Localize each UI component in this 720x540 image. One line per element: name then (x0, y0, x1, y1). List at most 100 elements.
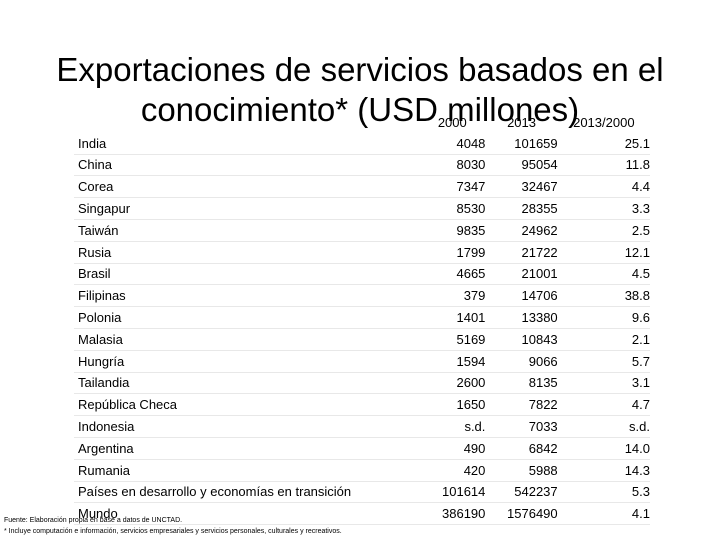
table-cell-2000: 2600 (419, 372, 486, 395)
table-cell-country: Taiwán (74, 219, 420, 242)
table-cell-2013: 7033 (485, 415, 558, 438)
table-cell-country: Mundo (74, 502, 420, 526)
table-cell-2000: 5169 (419, 328, 486, 351)
table-row: Argentina 490 6842 14.0 (74, 437, 650, 460)
table-cell-2000: 9835 (419, 219, 486, 242)
table-cell-ratio: 38.8 (557, 284, 650, 308)
table-cell-country: Polonia (74, 306, 420, 329)
table-row: Malasia 5169 10843 2.1 (74, 328, 650, 351)
table-row: Brasil 4665 21001 4.5 (74, 263, 650, 286)
table-cell-ratio: 3.3 (557, 197, 650, 220)
table-cell-2000: 8530 (419, 197, 486, 220)
table-cell-2000: 379 (419, 284, 486, 308)
table-cell-2013: 7822 (485, 393, 558, 417)
table-cell-country: Argentina (74, 437, 420, 460)
column-header-2013: 2013 (507, 114, 536, 130)
table-cell-2000: s.d. (419, 415, 486, 438)
table-cell-2000: 4665 (419, 263, 486, 286)
table-cell-2013: 9066 (485, 350, 558, 373)
table-cell-ratio: 4.4 (557, 175, 650, 199)
table-cell-2000: 7347 (419, 175, 486, 199)
table-row: India 4048 101659 25.1 (74, 132, 650, 155)
table-cell-country: Corea (74, 175, 420, 199)
source-note: Fuente: Elaboración propia en base a dat… (4, 517, 183, 524)
table-row: Singapur 8530 28355 3.3 (74, 197, 650, 220)
table-cell-2000: 1401 (419, 306, 486, 329)
table-row: Mundo 386190 1576490 4.1 (74, 502, 650, 526)
notes: Fuente: Elaboración propia en base a dat… (4, 515, 342, 537)
table-row: Rusia 1799 21722 12.1 (74, 241, 650, 264)
table-cell-ratio: 3.1 (557, 372, 650, 395)
table-cell-2000: 8030 (419, 154, 486, 177)
table-cell-ratio: 2.5 (557, 219, 650, 242)
table-cell-country: Países en desarrollo y economías en tran… (74, 481, 420, 504)
table-cell-2013: 542237 (485, 481, 558, 504)
table-cell-ratio: 25.1 (557, 132, 650, 155)
exports-table: 2000 2013 2013/2000 India 4048 101659 25.1 C… (74, 112, 650, 526)
table-cell-2000: 386190 (419, 502, 486, 526)
table-row: República Checa 1650 7822 4.7 (74, 393, 650, 417)
table-cell-ratio: 4.1 (557, 502, 650, 526)
table-cell-ratio: 9.6 (557, 306, 650, 329)
table-cell-country: Indonesia (74, 415, 420, 438)
table-cell-country: Rumania (74, 459, 420, 482)
column-header-country (74, 112, 419, 133)
table-cell-2000: 4048 (419, 132, 486, 155)
table-row: China 8030 95054 11.8 (74, 154, 650, 177)
table-cell-2013: 32467 (485, 175, 558, 199)
table-cell-2000: 1650 (419, 393, 486, 417)
table-cell-2000: 101614 (419, 481, 486, 504)
table-cell-ratio: 5.3 (557, 481, 650, 504)
table-row: Indonesia s.d. 7033 s.d. (74, 415, 650, 438)
table-cell-2013: 8135 (485, 372, 558, 395)
table-header-row: 2000 2013 2013/2000 (74, 112, 650, 133)
table-cell-ratio: 11.8 (557, 154, 650, 177)
table-cell-2013: 21722 (485, 241, 558, 264)
table-row: Países en desarrollo y economías en tran… (74, 481, 650, 504)
table-cell-2013: 101659 (485, 132, 558, 155)
page-title: Exportaciones de servicios basados en el… (56, 51, 664, 129)
table-row: Hungría 1594 9066 5.7 (74, 350, 650, 373)
footnote: * Incluye computación e información, ser… (4, 528, 342, 535)
table-cell-country: Singapur (74, 197, 420, 220)
table-cell-country: Tailandia (74, 372, 420, 395)
table-cell-country: Brasil (74, 263, 420, 286)
table-cell-2013: 14706 (485, 284, 558, 308)
table-body: India 4048 101659 25.1 China 8030 95054 11.8 Cor… (74, 132, 650, 526)
column-header-ratio: 2013/2000 (573, 114, 635, 130)
table-cell-2013: 5988 (485, 459, 558, 482)
table-cell-2013: 6842 (485, 437, 558, 460)
table-cell-2000: 1799 (419, 241, 486, 264)
table-cell-country: Filipinas (74, 284, 420, 308)
table-cell-2000: 420 (419, 459, 486, 482)
table-cell-ratio: 2.1 (557, 328, 650, 351)
table-cell-country: China (74, 154, 420, 177)
table-cell-ratio: s.d. (557, 415, 650, 438)
table-cell-country: Malasia (74, 328, 420, 351)
table-row: Taiwán 9835 24962 2.5 (74, 219, 650, 242)
column-header-2000: 2000 (437, 114, 467, 130)
table-cell-2013: 95054 (485, 154, 558, 177)
table-cell-2013: 13380 (485, 306, 558, 329)
table-row: Rumania 420 5988 14.3 (74, 459, 650, 482)
table-cell-ratio: 14.0 (557, 437, 650, 460)
table-cell-2013: 21001 (485, 263, 558, 286)
table-cell-2000: 1594 (419, 350, 486, 373)
table-cell-country: Hungría (74, 350, 420, 373)
table-cell-ratio: 4.5 (557, 263, 650, 286)
table-row: Filipinas 379 14706 38.8 (74, 284, 650, 308)
table-cell-2013: 1576490 (485, 502, 558, 526)
table-cell-ratio: 12.1 (557, 241, 650, 264)
table-cell-country: Rusia (74, 241, 420, 264)
table-cell-country: India (74, 132, 420, 155)
table-row: Tailandia 2600 8135 3.1 (74, 372, 650, 395)
table-cell-ratio: 5.7 (557, 350, 650, 373)
table-cell-2013: 10843 (485, 328, 558, 351)
table-cell-ratio: 4.7 (557, 393, 650, 417)
table-cell-country: República Checa (74, 393, 420, 417)
table-cell-2000: 490 (419, 437, 486, 460)
table-cell-2013: 28355 (485, 197, 558, 220)
table-cell-ratio: 14.3 (557, 459, 650, 482)
table-cell-2013: 24962 (485, 219, 558, 242)
table-row: Polonia 1401 13380 9.6 (74, 306, 650, 329)
